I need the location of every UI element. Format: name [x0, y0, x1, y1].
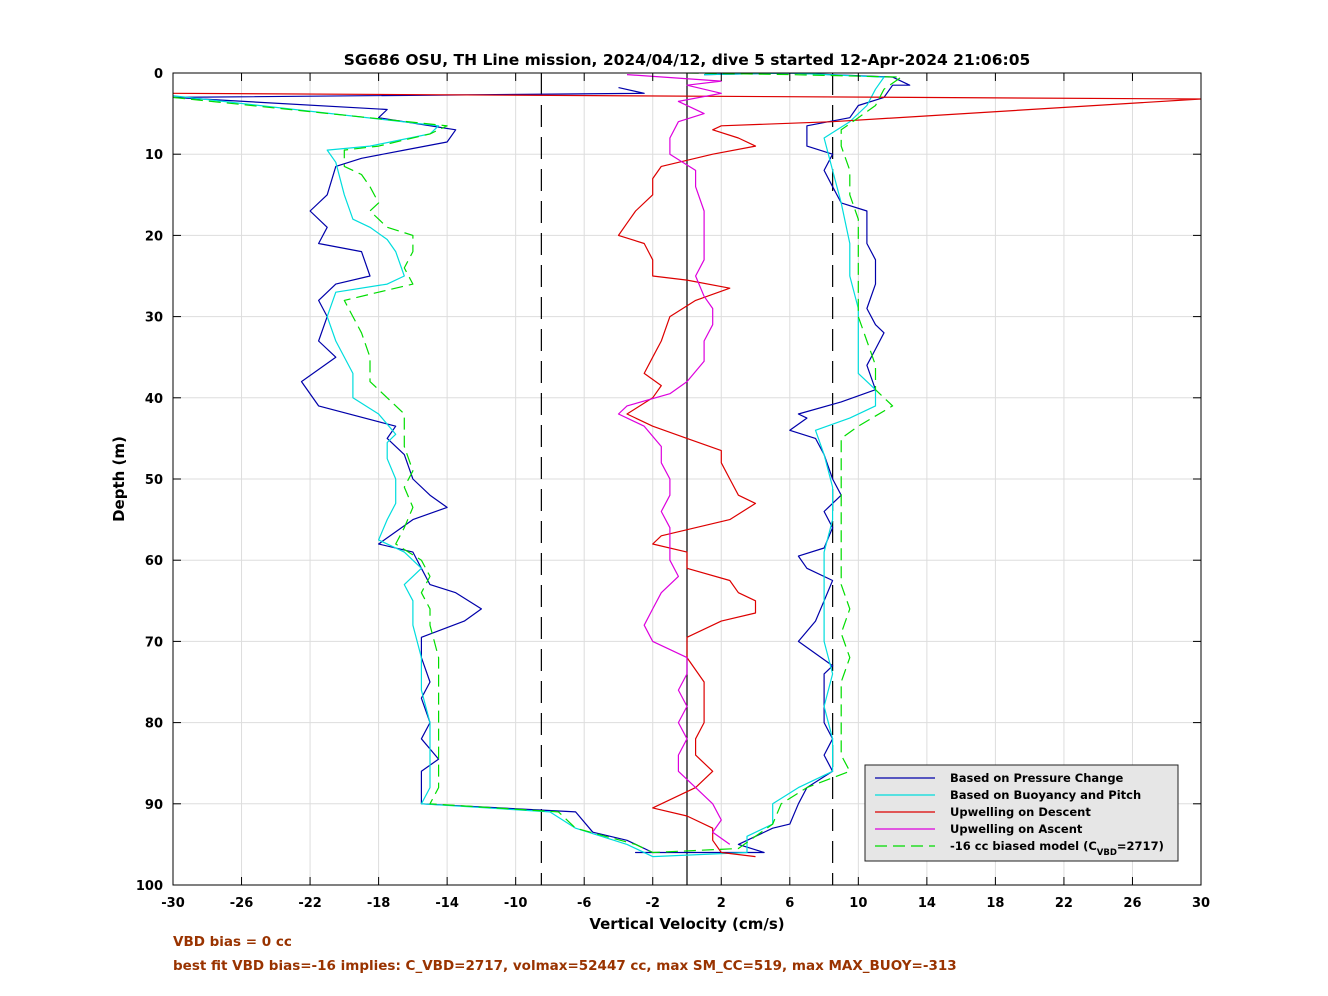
vbd-bias-note: VBD bias = 0 cc: [173, 934, 292, 950]
x-tick-label: -18: [367, 896, 391, 911]
legend-box: [864, 764, 1179, 862]
x-tick-label: -22: [298, 896, 322, 911]
y-tick-label: 20: [145, 229, 163, 244]
axis-ticks: -30 -26 -22 -18 -14 -10 -6 -2 2 6 10 14 18 22 26 300102…: [136, 67, 1210, 911]
legend: Based on Pressure Change Based on Buoyanc…: [864, 764, 1179, 862]
series-line-5: [173, 73, 902, 854]
x-tick-label: 10: [849, 896, 867, 911]
series-line-3: [173, 92, 1201, 858]
x-tick-label: 6: [785, 896, 794, 911]
x-tick-label: 22: [1055, 896, 1073, 911]
chart-title: SG686 OSU, TH Line mission, 2024/04/12, …: [344, 51, 1031, 69]
x-tick-label: -2: [646, 896, 660, 911]
legend-label: Based on Buoyancy and Pitch: [950, 788, 1141, 802]
series-line-1: [173, 73, 911, 854]
y-tick-label: 30: [145, 311, 163, 326]
y-tick-label: 0: [154, 67, 163, 82]
best-fit-note: best fit VBD bias=-16 implies: C_VBD=271…: [173, 958, 957, 974]
x-tick-label: -6: [577, 896, 591, 911]
series-layer: [173, 73, 1201, 858]
x-tick-label: -26: [230, 896, 254, 911]
legend-label: Upwelling on Descent: [950, 805, 1091, 819]
y-tick-label: 50: [145, 473, 163, 488]
y-tick-label: 100: [136, 879, 163, 894]
x-tick-label: -30: [161, 896, 185, 911]
y-tick-label: 70: [145, 635, 163, 650]
x-tick-label: 14: [918, 896, 936, 911]
legend-label: Upwelling on Ascent: [950, 822, 1083, 836]
legend-label: Based on Pressure Change: [950, 771, 1124, 785]
x-tick-label: -14: [435, 896, 459, 911]
x-tick-label: 30: [1192, 896, 1210, 911]
y-tick-label: 10: [145, 148, 163, 163]
y-tick-label: 60: [145, 554, 163, 569]
y-tick-label: 80: [145, 717, 163, 732]
series-line-2: [173, 73, 885, 858]
y-axis-label: Depth (m): [110, 436, 128, 522]
x-axis-label: Vertical Velocity (cm/s): [589, 915, 784, 933]
x-tick-label: -10: [504, 896, 528, 911]
x-tick-label: 18: [986, 896, 1004, 911]
y-tick-label: 40: [145, 392, 163, 407]
x-tick-label: 2: [717, 896, 726, 911]
x-tick-label: 26: [1123, 896, 1141, 911]
y-tick-label: 90: [145, 798, 163, 813]
series-line-4: [617, 74, 731, 845]
